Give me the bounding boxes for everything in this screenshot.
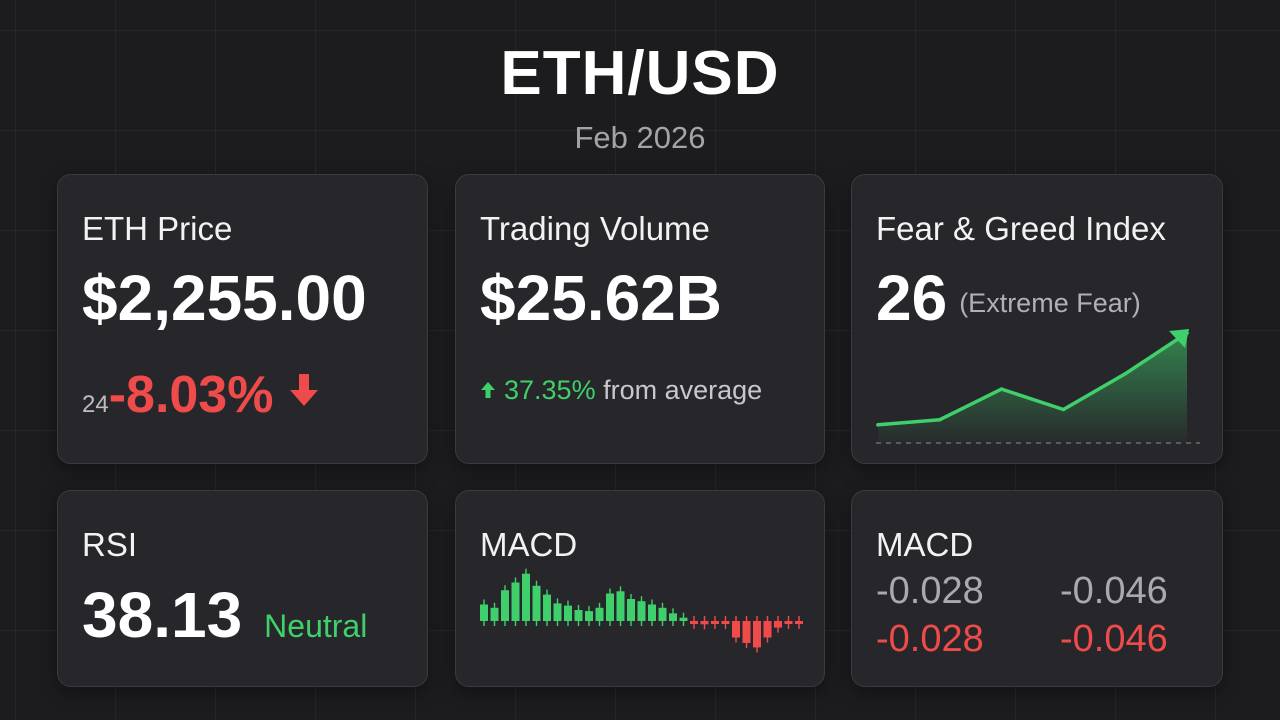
- header: ETH/USD Feb 2026: [0, 38, 1280, 156]
- fear-greed-sentiment: (Extreme Fear): [959, 288, 1141, 318]
- macd-bar-23: [721, 621, 730, 624]
- macd-value-2: -0.028: [876, 618, 984, 660]
- macd-bar-25: [742, 621, 751, 643]
- eth-price-value: $2,255.00: [82, 262, 367, 334]
- macd-values-label: MACD: [876, 526, 974, 563]
- macd-signal-2: -0.046: [1060, 618, 1168, 660]
- macd-bar-28: [774, 621, 782, 628]
- macd-bar-19: [679, 617, 688, 621]
- fear-greed-point-1: [938, 417, 942, 422]
- macd-bar-20: [690, 621, 698, 624]
- price-change-prefix: 24: [82, 391, 109, 418]
- macd-bar-1: [490, 607, 499, 621]
- macd-histogram: [480, 568, 803, 653]
- trading-volume-card: Trading Volume $25.62B 37.35% from avera…: [455, 174, 825, 464]
- price-change-row: 24-8.03%: [82, 365, 321, 425]
- macd-chart-card: MACD: [455, 490, 825, 687]
- macd-bar-27: [763, 621, 772, 638]
- rsi-card: RSI 38.13 Neutral: [57, 490, 428, 687]
- page-subtitle: Feb 2026: [574, 120, 706, 155]
- fear-greed-value: 26: [876, 262, 948, 334]
- macd-bar-18: [669, 613, 677, 621]
- rsi-label: RSI: [82, 526, 138, 563]
- fear-greed-point-3: [1061, 407, 1066, 412]
- arrow-up-icon: [480, 375, 496, 406]
- volume-change-row: 37.35% from average: [480, 375, 762, 406]
- eth-price-card: ETH Price $2,255.00 24-8.03%: [57, 174, 428, 464]
- macd-bar-21: [700, 621, 709, 625]
- macd-chart-label: MACD: [480, 526, 578, 563]
- rsi-value: 38.13: [82, 579, 243, 651]
- price-change-value: -8.03%: [108, 366, 274, 424]
- macd-bar-8: [564, 605, 572, 621]
- fear-greed-area: [878, 333, 1187, 443]
- macd-bar-3: [511, 582, 520, 621]
- macd-bar-12: [606, 593, 614, 621]
- macd-bar-6: [543, 594, 551, 621]
- macd-bar-16: [648, 604, 656, 621]
- macd-bar-29: [784, 621, 793, 624]
- macd-signal-1: -0.046: [1060, 570, 1168, 612]
- macd-bar-10: [585, 611, 593, 621]
- volume-change-text: from average: [603, 375, 763, 405]
- macd-values-card: MACD -0.028 -0.046 -0.028 -0.046: [851, 490, 1223, 687]
- fear-greed-point-0: [876, 423, 880, 427]
- macd-value-1: -0.028: [876, 570, 984, 612]
- fear-greed-point-4: [1123, 372, 1127, 376]
- macd-bar-13: [616, 591, 625, 621]
- volume-change-pct: 37.35%: [504, 375, 596, 405]
- trading-volume-label: Trading Volume: [480, 210, 710, 247]
- macd-bar-9: [574, 610, 583, 621]
- trading-volume-value: $25.62B: [480, 262, 722, 334]
- fear-greed-trend-chart: [876, 329, 1200, 444]
- trend-arrow-icon: [1169, 329, 1189, 348]
- macd-bar-30: [795, 621, 803, 624]
- fear-greed-label: Fear & Greed Index: [876, 210, 1166, 247]
- rsi-status: Neutral: [264, 608, 368, 644]
- macd-bar-15: [637, 601, 646, 621]
- macd-bar-22: [711, 621, 719, 624]
- macd-bar-5: [532, 585, 541, 621]
- fear-greed-line: [876, 331, 1189, 427]
- macd-bar-7: [553, 603, 562, 621]
- fear-greed-row: 26 (Extreme Fear): [876, 263, 1141, 338]
- rsi-row: 38.13 Neutral: [82, 580, 367, 661]
- arrow-down-icon: [287, 372, 321, 413]
- eth-price-label: ETH Price: [82, 210, 233, 247]
- fear-greed-point-2: [999, 387, 1004, 391]
- macd-bar-24: [732, 621, 740, 638]
- macd-bar-4: [522, 573, 530, 621]
- page-title: ETH/USD: [500, 39, 780, 108]
- macd-bar-17: [658, 607, 667, 621]
- macd-bar-2: [501, 590, 509, 621]
- macd-bar-0: [480, 604, 488, 621]
- macd-bar-14: [627, 599, 635, 621]
- macd-bar-26: [753, 621, 761, 648]
- macd-bar-11: [595, 607, 604, 621]
- fear-greed-card: Fear & Greed Index 26 (Extreme Fear): [851, 174, 1223, 464]
